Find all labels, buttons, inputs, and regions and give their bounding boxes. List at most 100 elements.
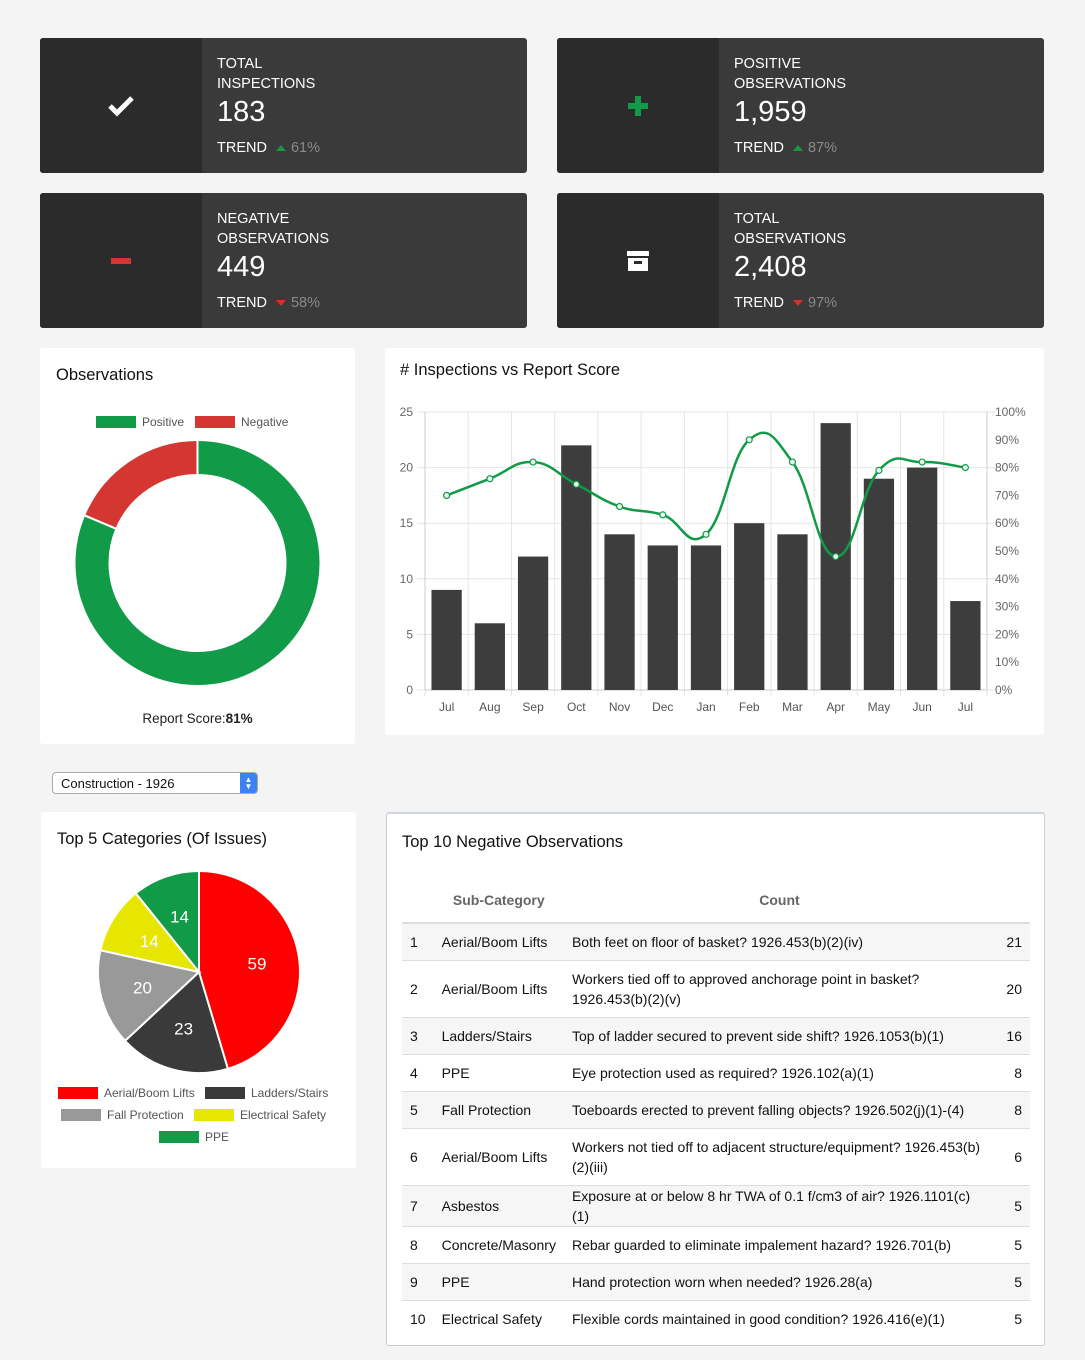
row-count: 5: [995, 1299, 1030, 1337]
categories-pie-chart: 59 23 20 14 14: [97, 869, 301, 1074]
row-index: 10: [402, 1299, 434, 1337]
legend-swatch: [159, 1131, 199, 1143]
score-point-oct: [572, 480, 580, 488]
row-count: 8: [995, 1053, 1030, 1091]
donut-slice-negative: [82, 438, 199, 531]
header-index: [402, 878, 434, 924]
row-subcategory: Asbestos: [433, 1184, 564, 1226]
legend-label: Electrical Safety: [240, 1108, 327, 1122]
trend-down-icon: [792, 300, 803, 306]
stat-value: 1,959: [734, 96, 807, 128]
legend-item[interactable]: Electrical Safety: [194, 1108, 326, 1122]
trend-label: TREND: [217, 295, 267, 311]
row-count: 21: [995, 922, 1030, 960]
y-right-tick-label: 60%: [995, 516, 1019, 530]
legend-label: Fall Protection: [107, 1108, 184, 1122]
pie-slice: [123, 970, 230, 1074]
legend-label: PPE: [205, 1130, 230, 1144]
inspections-chart-title: # Inspections vs Report Score: [400, 361, 621, 379]
stat-positive-observations: Positive Observations 1,959 TREND 87%: [557, 38, 1044, 173]
legend-item[interactable]: Aerial/Boom Lifts: [58, 1086, 195, 1100]
table-row[interactable]: 3 Ladders/Stairs Top of ladder secured to …: [402, 1016, 1030, 1054]
pie-slice-label: 59: [248, 955, 267, 974]
stat-label: Total Inspections: [217, 56, 316, 92]
trend-percent: 58%: [290, 295, 320, 311]
y-right-tick-label: 80%: [995, 461, 1019, 475]
report-score-value: 81%: [225, 711, 253, 726]
row-index: 9: [402, 1262, 434, 1300]
table-row[interactable]: 2 Aerial/Boom Lifts Workers tied off to ap…: [402, 959, 1030, 1017]
legend-item[interactable]: PPE: [159, 1130, 229, 1144]
score-point-jul: [443, 491, 451, 499]
x-tick-label: Jun: [912, 700, 931, 714]
header-spacer: [995, 878, 1030, 924]
observations-donut-chart: [73, 438, 322, 687]
legend-item[interactable]: Fall Protection: [61, 1108, 184, 1122]
stat-negative-observations: Negative Observations 449 TREND 58%: [40, 193, 527, 328]
x-tick-label: Jul: [958, 700, 973, 714]
row-description: Hand protection worn when needed? 1926.2…: [563, 1262, 995, 1300]
score-point-nov: [615, 502, 624, 511]
table-row[interactable]: 6 Aerial/Boom Lifts Workers not tied off t…: [402, 1127, 1030, 1185]
x-tick-label: Mar: [782, 700, 803, 714]
legend-swatch: [61, 1109, 101, 1121]
legend-swatch: [58, 1087, 98, 1099]
row-description: Both feet on floor of basket? 1926.453(b…: [563, 922, 995, 960]
row-description: Toeboards erected to prevent falling obj…: [563, 1090, 995, 1128]
x-tick-label: Dec: [652, 700, 673, 714]
row-description: Eye protection used as required? 1926.10…: [563, 1053, 995, 1091]
table-row[interactable]: 5 Fall Protection Toeboards erected to pre…: [402, 1090, 1030, 1128]
row-subcategory: Concrete/Masonry: [433, 1225, 564, 1263]
y-right-tick-label: 100%: [995, 405, 1026, 419]
score-point-jul: [961, 463, 969, 472]
pie-slice-label: 14: [140, 932, 159, 951]
stat-icon-box: [40, 38, 202, 173]
stat-value: 2,408: [734, 251, 807, 283]
table-row[interactable]: 9 PPE Hand protection worn when needed? 19…: [402, 1262, 1030, 1300]
trend-up-icon: [275, 145, 286, 151]
x-tick-label: May: [868, 700, 891, 714]
header-count[interactable]: Count: [563, 878, 995, 924]
y-left-tick-label: 15: [400, 516, 414, 530]
table-row[interactable]: 7 Asbestos Exposure at or below 8 hr TWA o…: [402, 1184, 1030, 1226]
legend-positive[interactable]: Positive: [96, 415, 184, 429]
row-index: 3: [402, 1016, 434, 1054]
score-point-aug: [486, 475, 494, 483]
table-row[interactable]: 4 PPE Eye protection used as required? 192…: [402, 1053, 1030, 1091]
standard-select[interactable]: Construction - 1926 ▲ ▼: [52, 772, 258, 794]
archive-icon: [627, 250, 649, 271]
x-tick-label: Jul: [439, 700, 454, 714]
row-index: 7: [402, 1184, 434, 1226]
table-row[interactable]: 1 Aerial/Boom Lifts Both feet on floor of …: [402, 922, 1030, 960]
stat-total-inspections: Total Inspections 183 TREND 61%: [40, 38, 527, 173]
y-right-tick-label: 20%: [995, 627, 1019, 641]
check-icon: [108, 95, 134, 117]
header-subcategory[interactable]: Sub-Category: [433, 878, 564, 924]
pie-slice-label: 23: [174, 1020, 193, 1039]
score-point-may: [875, 466, 883, 474]
row-count: 5: [995, 1225, 1030, 1263]
row-index: 8: [402, 1225, 434, 1263]
legend-item[interactable]: Ladders/Stairs: [205, 1086, 328, 1100]
score-point-feb: [745, 436, 753, 444]
trend-percent: 87%: [807, 140, 837, 156]
legend-swatch: [96, 416, 136, 428]
plus-icon: [628, 95, 648, 116]
x-tick-label: Sep: [522, 700, 544, 714]
chevron-updown-icon[interactable]: ▲ ▼: [240, 773, 257, 793]
stat-label: Total Observations: [734, 211, 846, 247]
legend-negative[interactable]: Negative: [195, 415, 288, 429]
table-row[interactable]: 10 Electrical Safety Flexible cords mainta…: [402, 1299, 1030, 1337]
trend-down-icon: [275, 300, 286, 306]
x-tick-label: Aug: [479, 700, 500, 714]
bar-aug: [474, 623, 505, 690]
stat-icon-box: [40, 193, 202, 328]
row-subcategory: Fall Protection: [433, 1090, 564, 1128]
table-row[interactable]: 8 Concrete/Masonry Rebar guarded to elimin…: [402, 1225, 1030, 1263]
observations-card: Observations Positive Negative Report Sc…: [40, 348, 355, 744]
bar-feb: [734, 523, 765, 690]
stat-value: 449: [217, 251, 266, 283]
stat-label: Negative Observations: [217, 211, 329, 247]
pie-slice-label: 20: [133, 978, 152, 997]
y-right-tick-label: 40%: [995, 572, 1019, 586]
